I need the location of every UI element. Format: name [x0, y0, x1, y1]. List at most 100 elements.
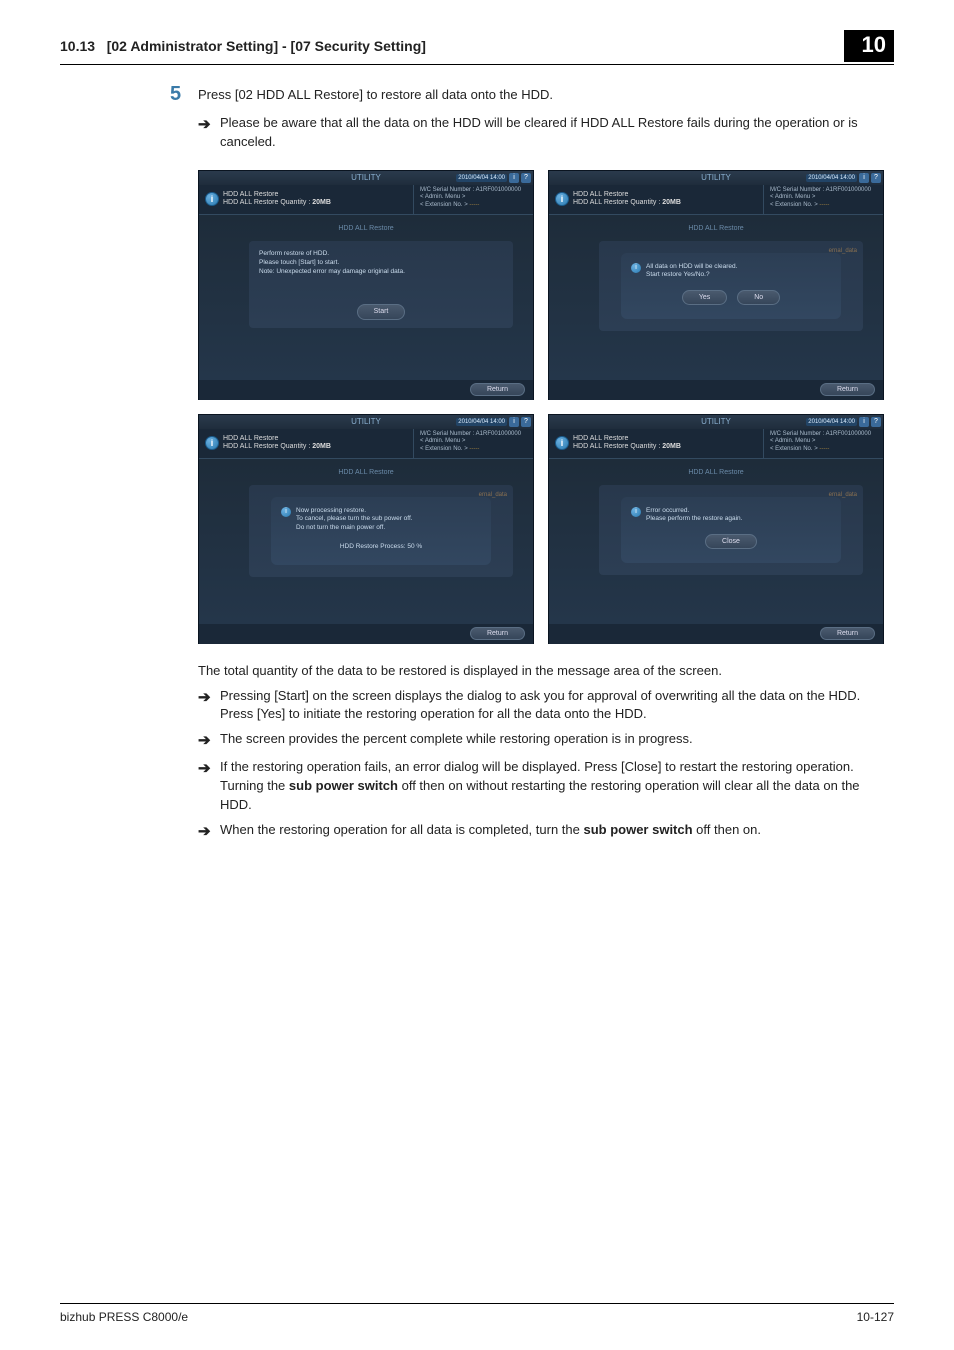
scr-header: i HDD ALL Restore HDD ALL Restore Quanti…: [549, 185, 883, 215]
info-icon: i: [555, 436, 569, 450]
scr-header-text: HDD ALL Restore HDD ALL Restore Quantity…: [223, 435, 331, 452]
scr-footer: Return: [549, 380, 883, 400]
step-note: ➔ Please be aware that all the data on t…: [198, 114, 884, 152]
step-text: Press [02 HDD ALL Restore] to restore al…: [198, 83, 553, 106]
hdr-line2: HDD ALL Restore Quantity : 20MB: [573, 443, 681, 451]
titlebar-right: 2010/04/04 14:00 i ?: [456, 415, 531, 429]
scr-body: HDD ALL Restore ernal_data i Now process…: [199, 459, 533, 624]
bullet-text: If the restoring operation fails, an err…: [220, 758, 884, 815]
utility-label: UTILITY: [351, 173, 381, 182]
ext-no: < Extension No. > -----: [770, 446, 877, 454]
note-text: Please be aware that all the data on the…: [220, 114, 884, 152]
info-icon: i: [281, 507, 291, 517]
admin-menu: < Admin. Menu >: [770, 194, 877, 202]
scr-header-text: HDD ALL Restore HDD ALL Restore Quantity…: [573, 191, 681, 208]
bullet-2: ➔ The screen provides the percent comple…: [198, 730, 884, 752]
scr-subtitle: HDD ALL Restore: [549, 459, 883, 476]
start-button[interactable]: Start: [357, 304, 406, 320]
page-header: 10.13 [02 Administrator Setting] - [07 S…: [60, 30, 894, 65]
info-icon: i: [631, 263, 641, 273]
info-icon[interactable]: i: [859, 417, 869, 427]
help-icon[interactable]: ?: [521, 173, 531, 183]
scr-subtitle: HDD ALL Restore: [199, 459, 533, 476]
return-button[interactable]: Return: [470, 627, 525, 640]
scr-header-left: i HDD ALL Restore HDD ALL Restore Quanti…: [549, 429, 763, 458]
scr-titlebar: UTILITY 2010/04/04 14:00 i ?: [549, 415, 883, 429]
serial: M/C Serial Number : A1RF001000000: [420, 187, 527, 195]
scr-subtitle: HDD ALL Restore: [549, 215, 883, 232]
dialog-message: i All data on HDD will be cleared. Start…: [631, 263, 831, 280]
bullet-text: Pressing [Start] on the screen displays …: [220, 687, 884, 725]
ext-no: < Extension No. > -----: [420, 446, 527, 454]
screenshot-grid: UTILITY 2010/04/04 14:00 i ? i HDD ALL R…: [198, 170, 884, 644]
screenshot-start: UTILITY 2010/04/04 14:00 i ? i HDD ALL R…: [198, 170, 534, 400]
bullet-text: When the restoring operation for all dat…: [220, 821, 761, 843]
admin-menu: < Admin. Menu >: [420, 194, 527, 202]
error-dialog: i Error occurred. Please perform the res…: [621, 497, 841, 564]
arrow-icon: ➔: [198, 758, 220, 815]
msg-line: Start restore Yes/No.?: [646, 271, 737, 279]
scr-header: i HDD ALL Restore HDD ALL Restore Quanti…: [199, 185, 533, 215]
help-icon[interactable]: ?: [871, 173, 881, 183]
msg-line: Do not turn the main power off.: [296, 524, 413, 532]
scr-titlebar: UTILITY 2010/04/04 14:00 i ?: [549, 171, 883, 185]
footer-page-number: 10-127: [857, 1310, 894, 1324]
message-panel: ernal_data i Now processing restore. To …: [249, 485, 513, 577]
help-icon[interactable]: ?: [521, 417, 531, 427]
arrow-icon: ➔: [198, 687, 220, 725]
timestamp: 2010/04/04 14:00: [806, 174, 857, 182]
dialog-message: i Error occurred. Please perform the res…: [631, 507, 831, 524]
msg-line: Please touch [Start] to start.: [259, 258, 503, 267]
bullet-text: The screen provides the percent complete…: [220, 730, 693, 752]
scr-header: i HDD ALL Restore HDD ALL Restore Quanti…: [199, 429, 533, 459]
no-button[interactable]: No: [737, 290, 780, 306]
scr-subtitle: HDD ALL Restore: [199, 215, 533, 232]
content-area: 5 Press [02 HDD ALL Restore] to restore …: [170, 83, 884, 842]
close-button[interactable]: Close: [705, 534, 757, 550]
return-button[interactable]: Return: [820, 627, 875, 640]
yes-button[interactable]: Yes: [682, 290, 727, 306]
info-icon[interactable]: i: [509, 173, 519, 183]
section-title: [02 Administrator Setting] - [07 Securit…: [107, 38, 426, 54]
message-panel: Perform restore of HDD. Please touch [St…: [249, 241, 513, 328]
msg-line: Error occurred.: [646, 507, 742, 515]
step-5: 5 Press [02 HDD ALL Restore] to restore …: [170, 83, 884, 106]
titlebar-right: 2010/04/04 14:00 i ?: [806, 415, 881, 429]
return-button[interactable]: Return: [470, 383, 525, 396]
help-icon[interactable]: ?: [871, 417, 881, 427]
screenshot-error: UTILITY 2010/04/04 14:00 i ? i HDD ALL R…: [548, 414, 884, 644]
start-row: Start: [259, 304, 503, 320]
info-icon[interactable]: i: [859, 173, 869, 183]
section-number: 10.13: [60, 38, 95, 54]
screenshot-progress: UTILITY 2010/04/04 14:00 i ? i HDD ALL R…: [198, 414, 534, 644]
message-panel: ernal_data i All data on HDD will be cle…: [599, 241, 863, 332]
timestamp: 2010/04/04 14:00: [456, 418, 507, 426]
scr-body: HDD ALL Restore Perform restore of HDD. …: [199, 215, 533, 380]
scr-header-right: M/C Serial Number : A1RF001000000 < Admi…: [413, 429, 533, 458]
timestamp: 2010/04/04 14:00: [456, 174, 507, 182]
ext-no: < Extension No. > -----: [770, 202, 877, 210]
arrow-icon: ➔: [198, 821, 220, 843]
dialog-message: i Now processing restore. To cancel, ple…: [281, 507, 481, 532]
hdr-line1: HDD ALL Restore: [223, 435, 331, 443]
info-icon[interactable]: i: [509, 417, 519, 427]
bullet-1: ➔ Pressing [Start] on the screen display…: [198, 687, 884, 725]
hdr-line1: HDD ALL Restore: [223, 191, 331, 199]
header-title: 10.13 [02 Administrator Setting] - [07 S…: [60, 38, 844, 54]
info-icon: i: [555, 192, 569, 206]
arrow-icon: ➔: [198, 730, 220, 752]
return-button[interactable]: Return: [820, 383, 875, 396]
hdr-line1: HDD ALL Restore: [573, 435, 681, 443]
scr-footer: Return: [549, 624, 883, 644]
progress-dialog: i Now processing restore. To cancel, ple…: [271, 497, 491, 565]
hdr-line2: HDD ALL Restore Quantity : 20MB: [223, 443, 331, 451]
info-icon: i: [205, 192, 219, 206]
chapter-number-badge: 10: [844, 30, 894, 62]
scr-footer: Return: [199, 380, 533, 400]
step-number: 5: [170, 83, 198, 106]
scr-header-right: M/C Serial Number : A1RF001000000 < Admi…: [763, 185, 883, 214]
scr-titlebar: UTILITY 2010/04/04 14:00 i ?: [199, 415, 533, 429]
serial: M/C Serial Number : A1RF001000000: [770, 431, 877, 439]
progress-text: HDD Restore Process: 50 %: [281, 542, 481, 551]
hdr-line1: HDD ALL Restore: [573, 191, 681, 199]
